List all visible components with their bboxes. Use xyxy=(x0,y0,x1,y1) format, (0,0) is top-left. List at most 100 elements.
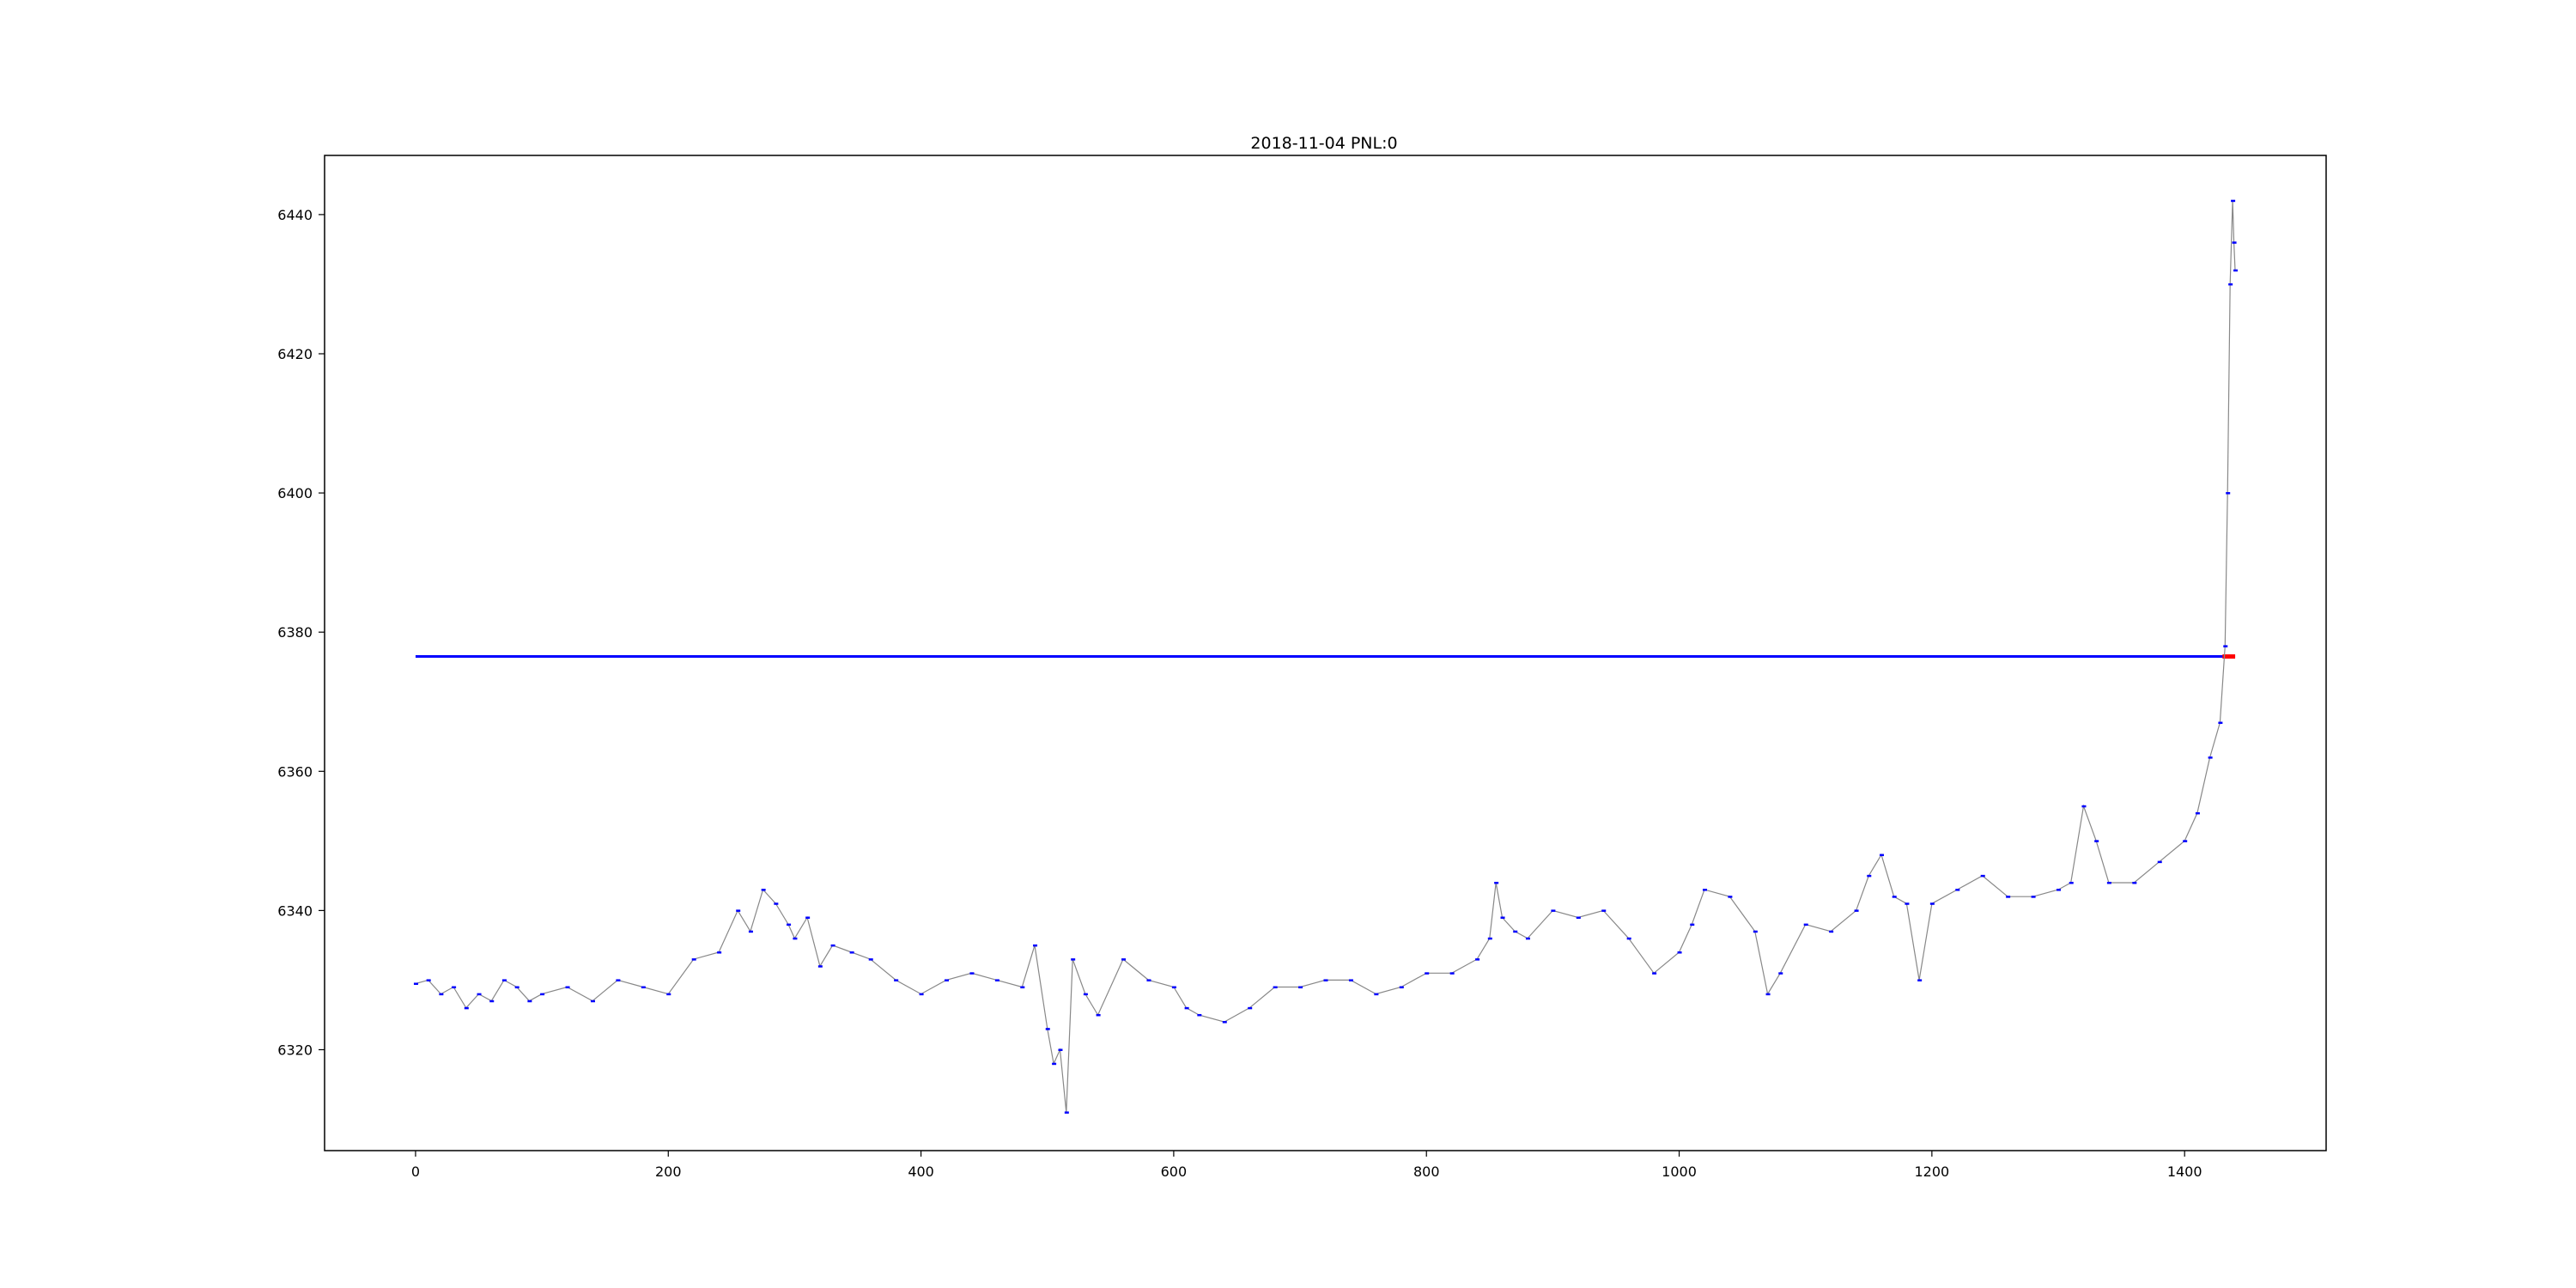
price-point xyxy=(590,999,595,1003)
price-point xyxy=(1146,979,1151,981)
price-point xyxy=(805,916,811,919)
price-point xyxy=(2195,811,2200,815)
price-point xyxy=(413,982,418,985)
x-tick-label: 0 xyxy=(411,1163,420,1180)
price-point xyxy=(565,986,570,989)
price-point xyxy=(1184,1006,1189,1010)
plot-area xyxy=(413,199,2239,1114)
price-point xyxy=(1348,979,1353,981)
price-point xyxy=(2057,889,2062,891)
price-point xyxy=(1753,930,1758,933)
price-point xyxy=(748,930,753,933)
price-point xyxy=(919,993,924,996)
price-point xyxy=(1525,937,1530,940)
price-point xyxy=(761,889,766,891)
plot-frame xyxy=(324,155,2327,1151)
price-point xyxy=(1955,889,1960,891)
price-point xyxy=(1677,951,1682,954)
x-tick-label: 1000 xyxy=(1662,1163,1697,1180)
price-point xyxy=(501,979,507,981)
price-point xyxy=(994,979,999,981)
chart-title: 2018-11-04 PNL:0 xyxy=(1250,134,1397,153)
price-point xyxy=(1222,1021,1227,1024)
price-point xyxy=(2094,840,2099,842)
x-tick-label: 1200 xyxy=(1915,1163,1950,1180)
price-point xyxy=(1052,1062,1057,1066)
price-point xyxy=(1487,937,1492,940)
price-point xyxy=(540,993,545,996)
axes: 0 200 400 600 800 1000 1200 1400 6320 6340 6360 638… xyxy=(277,207,2202,1180)
price-point xyxy=(1513,930,1518,933)
price-point xyxy=(2069,881,2074,884)
price-point xyxy=(830,944,835,947)
price-point xyxy=(1728,896,1733,898)
price-point xyxy=(736,909,741,912)
price-point xyxy=(1500,916,1505,919)
price-point xyxy=(452,986,457,989)
price-point xyxy=(1626,937,1631,940)
y-tick-label: 6420 xyxy=(277,346,313,362)
price-point xyxy=(1475,958,1480,961)
price-point xyxy=(894,979,899,981)
y-tick-label: 6440 xyxy=(277,207,313,223)
price-point xyxy=(1425,972,1430,975)
price-point xyxy=(1449,972,1455,975)
x-tick-label: 600 xyxy=(1161,1163,1188,1180)
price-point xyxy=(464,1006,469,1010)
price-point xyxy=(439,993,444,996)
y-tick-label: 6360 xyxy=(277,763,313,780)
price-point xyxy=(1829,930,1834,933)
price-point xyxy=(1071,958,1076,961)
price-point xyxy=(2081,805,2087,808)
y-tick-label: 6340 xyxy=(277,902,313,919)
price-point xyxy=(2031,896,2036,898)
price-point xyxy=(2218,721,2223,725)
price-point xyxy=(868,958,873,961)
price-point xyxy=(1867,874,1872,878)
price-point xyxy=(426,979,431,981)
price-point xyxy=(2132,881,2137,884)
price-point xyxy=(793,937,798,940)
price-point xyxy=(1171,986,1176,989)
x-tick-label: 200 xyxy=(655,1163,682,1180)
price-point xyxy=(2232,241,2237,244)
price-point xyxy=(717,951,722,954)
y-tick-label: 6320 xyxy=(277,1042,313,1058)
price-point xyxy=(1892,896,1897,898)
price-point xyxy=(1652,972,1657,975)
price-point xyxy=(787,923,792,927)
price-point xyxy=(1121,958,1127,961)
price-line xyxy=(415,200,2236,1113)
price-point xyxy=(1064,1111,1069,1114)
price-point xyxy=(1197,1013,1202,1017)
price-point xyxy=(2183,840,2188,842)
price-point xyxy=(691,958,696,961)
price-point xyxy=(1601,909,1607,912)
price-point xyxy=(1323,979,1328,981)
price-point xyxy=(2226,492,2231,495)
y-tick-label: 6380 xyxy=(277,624,313,641)
price-point xyxy=(1033,944,1038,947)
x-tick-label: 400 xyxy=(908,1163,934,1180)
price-point xyxy=(1880,854,1884,857)
x-tick-label: 1400 xyxy=(2167,1163,2202,1180)
price-point xyxy=(666,993,671,996)
price-point xyxy=(1020,986,1025,989)
price-point xyxy=(945,979,950,981)
price-point xyxy=(1854,909,1859,912)
price-point xyxy=(774,902,779,905)
price-point xyxy=(849,951,854,954)
price-point xyxy=(1298,986,1303,989)
price-point xyxy=(1803,923,1808,927)
price-point xyxy=(1980,874,1985,878)
price-point xyxy=(1765,993,1771,996)
price-point xyxy=(1494,881,1499,884)
y-tick-label: 6400 xyxy=(277,485,313,501)
price-point xyxy=(1929,902,1935,905)
price-point xyxy=(1690,923,1695,927)
price-point xyxy=(1551,909,1556,912)
price-point xyxy=(1917,979,1923,981)
price-point xyxy=(489,999,495,1003)
